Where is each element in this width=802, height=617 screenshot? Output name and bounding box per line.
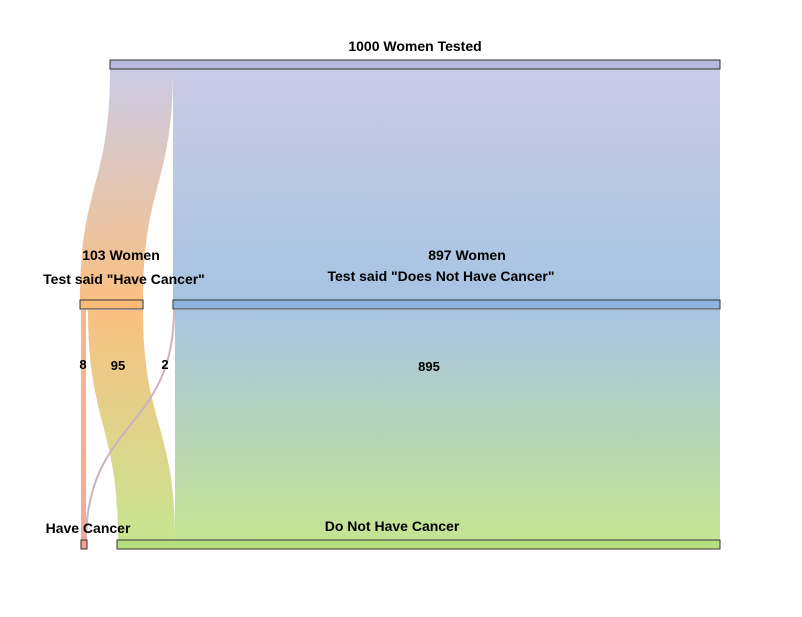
label-test-positive-desc: Test said "Have Cancer"	[43, 271, 205, 287]
node-have-cancer	[80, 539, 88, 550]
flow-neg-to-not	[175, 310, 720, 540]
label-test-positive-count: 103 Women	[82, 247, 160, 263]
flow-value-neg-have: 2	[161, 357, 168, 372]
label-women-tested: 1000 Women Tested	[348, 38, 481, 54]
node-women-tested	[109, 59, 721, 70]
label-no-cancer: Do Not Have Cancer	[325, 518, 460, 534]
node-test-negative	[172, 299, 721, 310]
label-test-negative-desc: Test said "Does Not Have Cancer"	[328, 268, 555, 284]
flow-pos-to-have	[81, 310, 86, 540]
flow-top-to-pos	[80, 69, 173, 300]
label-test-negative-count: 897 Women	[428, 247, 506, 263]
node-no-cancer	[116, 539, 721, 550]
flow-value-pos-have: 8	[79, 357, 86, 372]
node-test-positive	[79, 299, 144, 310]
flow-top-to-neg	[173, 69, 720, 300]
flow-value-neg-not: 895	[418, 359, 440, 374]
flow-neg-to-have	[85, 309, 175, 541]
flow-value-pos-not: 95	[111, 358, 125, 373]
label-have-cancer: Have Cancer	[46, 520, 131, 536]
